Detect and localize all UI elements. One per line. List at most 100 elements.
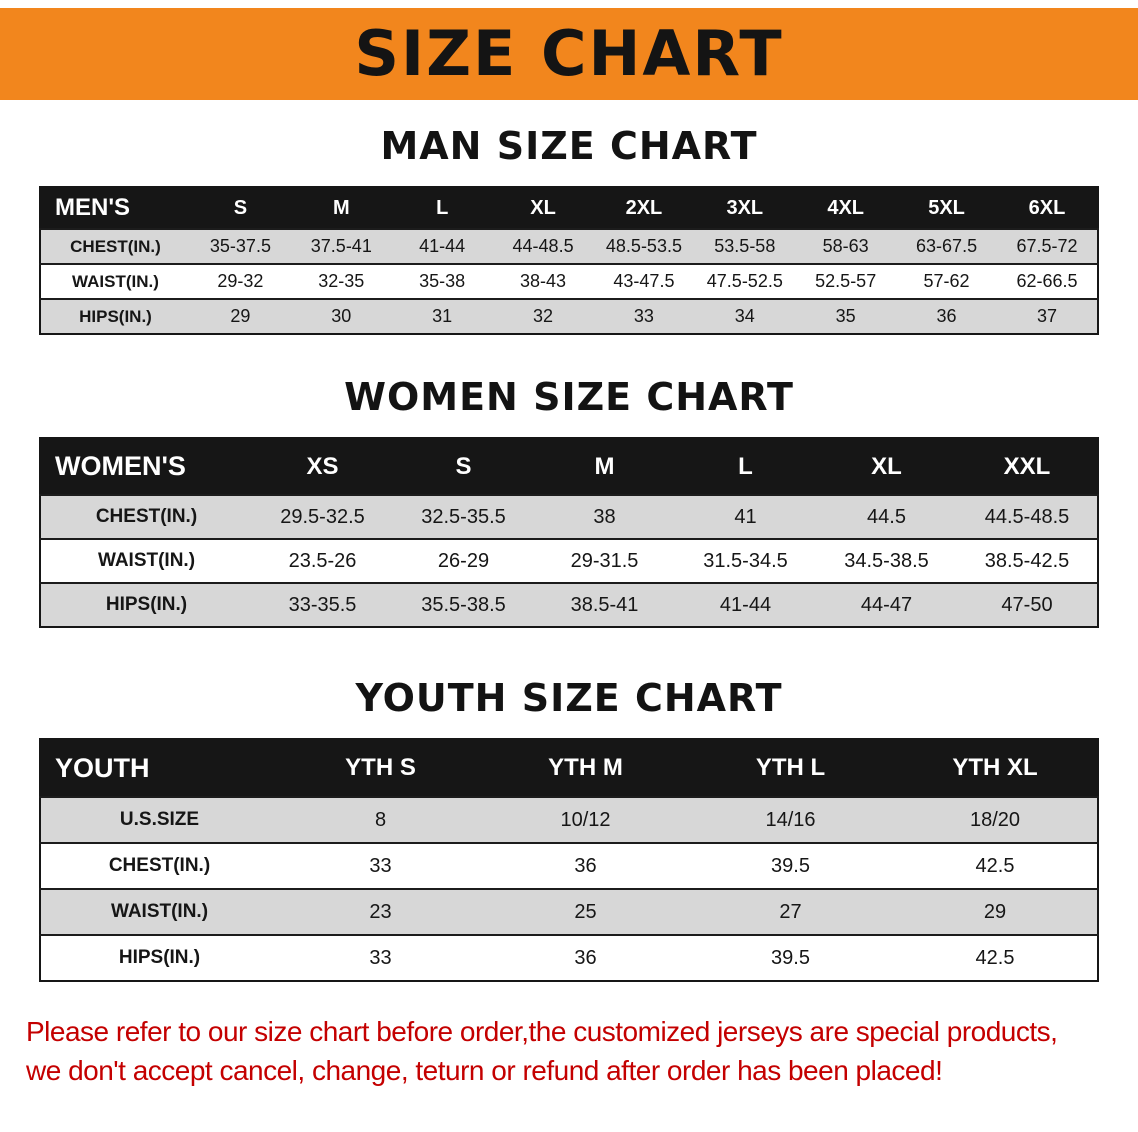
size-column-header: YTH S — [278, 739, 483, 797]
youth-table-row: WAIST(IN.) 23 25 27 29 — [40, 889, 1098, 935]
size-value-cell: 30 — [331, 306, 352, 326]
banner: SIZE CHART — [0, 8, 1138, 100]
size-column-header: 5XL — [896, 187, 997, 229]
disclaimer: Please refer to our size chart before or… — [0, 1012, 1138, 1090]
size-value-cell: 47.5-52.5 — [706, 271, 783, 291]
women-table-row: CHEST(IN.) 29.5-32.5 32.5-35.5 38 41 44.5 44.5… — [40, 495, 1098, 539]
size-column-header: 6XL — [997, 187, 1098, 229]
size-value-cell: 26-29 — [437, 549, 490, 572]
women-table-row: HIPS(IN.) 33-35.5 35.5-38.5 38.5-41 41-44 44-… — [40, 583, 1098, 627]
size-column-header: M — [534, 438, 675, 495]
size-value-cell: 44-47 — [860, 593, 913, 616]
size-value-cell: 52.5-57 — [815, 271, 877, 291]
size-column-header: S — [393, 438, 534, 495]
row-label: HIPS(IN.) — [79, 306, 152, 326]
size-value-cell: 34 — [734, 306, 755, 326]
size-value-cell: 43-47.5 — [613, 271, 675, 291]
youth-table-row: U.S.SIZE 8 10/12 14/16 18/20 — [40, 797, 1098, 843]
size-value-cell: 38.5-42.5 — [984, 549, 1070, 572]
size-value-cell: 29-32 — [217, 271, 264, 291]
size-value-cell: 23.5-26 — [288, 549, 357, 572]
size-value-cell: 23 — [369, 900, 392, 923]
row-label: CHEST(IN.) — [70, 236, 161, 256]
disclaimer-line1: Please refer to our size chart before or… — [26, 1016, 1058, 1047]
row-label: CHEST(IN.) — [95, 506, 198, 527]
size-value-cell: 8 — [374, 808, 387, 831]
men-heading: MAN SIZE CHART — [380, 124, 758, 168]
size-value-cell: 35.5-38.5 — [421, 593, 506, 616]
size-column-header: XL — [816, 438, 957, 495]
size-value-cell: 34.5-38.5 — [844, 549, 929, 572]
size-column-header: L — [675, 438, 816, 495]
women-section: WOMEN SIZE CHART WOMEN'S XS S M L XL XXL CHEST(I… — [0, 375, 1138, 628]
size-value-cell: 10/12 — [560, 808, 611, 831]
size-value-cell: 36 — [936, 306, 957, 326]
size-value-cell: 37.5-41 — [310, 236, 372, 256]
size-value-cell: 31.5-34.5 — [703, 549, 788, 572]
size-value-cell: 58-63 — [822, 236, 869, 256]
size-value-cell: 39.5 — [771, 946, 810, 969]
size-value-cell: 37 — [1036, 306, 1058, 326]
size-value-cell: 44.5 — [867, 505, 906, 528]
disclaimer-line2: we don't accept cancel, change, teturn o… — [26, 1055, 943, 1086]
youth-header-row: YOUTH YTH S YTH M YTH L YTH XL — [40, 739, 1098, 797]
women-size-table: WOMEN'S XS S M L XL XXL CHEST(IN.) 29.5-32.5 32.5… — [39, 437, 1099, 628]
size-value-cell: 39.5 — [771, 854, 810, 877]
size-value-cell: 41-44 — [719, 593, 772, 616]
size-column-header: M — [290, 187, 392, 229]
row-label: WAIST(IN.) — [97, 550, 196, 571]
size-value-cell: 36 — [574, 854, 597, 877]
women-table-row: WAIST(IN.) 23.5-26 26-29 29-31.5 31.5-34.5 34… — [40, 539, 1098, 583]
men-size-table: MEN'S S M L XL 2XL 3XL 4XL 5XL 6XL CHEST(IN.) 35-37… — [39, 186, 1099, 335]
youth-table-row: HIPS(IN.) 33 36 39.5 42.5 — [40, 935, 1098, 981]
men-table-row: HIPS(IN.) 29 30 31 32 33 34 35 36 37 — [40, 299, 1098, 334]
size-value-cell: 35-37.5 — [209, 236, 271, 256]
banner-title: SIZE CHART — [354, 17, 784, 90]
size-value-cell: 42.5 — [975, 854, 1015, 877]
size-value-cell: 57-62 — [923, 271, 970, 291]
youth-heading: YOUTH SIZE CHART — [355, 676, 783, 720]
size-value-cell: 29-31.5 — [570, 549, 639, 572]
youth-table-title: YOUTH — [40, 739, 278, 797]
size-value-cell: 33 — [369, 854, 392, 877]
size-value-cell: 29.5-32.5 — [280, 505, 365, 528]
size-value-cell: 62-66.5 — [1016, 271, 1078, 291]
size-column-header: XS — [252, 438, 393, 495]
men-table-row: CHEST(IN.) 35-37.5 37.5-41 41-44 44-48.5 48.5… — [40, 229, 1098, 264]
size-value-cell: 42.5 — [975, 946, 1015, 969]
size-column-header: YTH L — [688, 739, 893, 797]
row-label: HIPS(IN.) — [105, 594, 188, 615]
men-section: MAN SIZE CHART MEN'S S M L XL 2XL 3XL 4XL 5XL 6XL C… — [0, 124, 1138, 335]
size-column-header: YTH M — [483, 739, 688, 797]
size-column-header: YTH XL — [893, 739, 1098, 797]
youth-size-table: YOUTH YTH S YTH M YTH L YTH XL U.S.SIZE 8 10/12… — [39, 738, 1099, 982]
row-label: WAIST(IN.) — [72, 271, 159, 291]
youth-table-row: CHEST(IN.) 33 36 39.5 42.5 — [40, 843, 1098, 889]
size-value-cell: 48.5-53.5 — [605, 236, 682, 256]
size-value-cell: 27 — [779, 900, 802, 923]
women-header-row: WOMEN'S XS S M L XL XXL — [40, 438, 1098, 495]
women-table-title: WOMEN'S — [40, 438, 252, 495]
size-value-cell: 63-67.5 — [916, 236, 978, 256]
size-value-cell: 14/16 — [765, 808, 816, 831]
men-table-row: WAIST(IN.) 29-32 32-35 35-38 38-43 43-47.5 47.… — [40, 264, 1098, 299]
size-value-cell: 44.5-48.5 — [984, 505, 1070, 528]
size-value-cell: 32 — [533, 306, 554, 326]
size-value-cell: 35-38 — [419, 271, 466, 291]
women-heading: WOMEN SIZE CHART — [344, 375, 794, 419]
youth-section: YOUTH SIZE CHART YOUTH YTH S YTH M YTH L YTH … — [0, 676, 1138, 982]
size-value-cell: 41-44 — [419, 236, 466, 256]
size-chart-sections: MAN SIZE CHART MEN'S S M L XL 2XL 3XL 4XL 5XL 6XL C… — [0, 124, 1138, 982]
size-value-cell: 25 — [574, 900, 597, 923]
row-label: U.S.SIZE — [119, 809, 200, 830]
size-value-cell: 47-50 — [1001, 593, 1053, 616]
size-value-cell: 67.5-72 — [1016, 236, 1078, 256]
size-value-cell: 38.5-41 — [570, 593, 639, 616]
size-value-cell: 38-43 — [520, 271, 567, 291]
size-value-cell: 36 — [574, 946, 597, 969]
men-header-row: MEN'S S M L XL 2XL 3XL 4XL 5XL 6XL — [40, 187, 1098, 229]
size-value-cell: 18/20 — [969, 808, 1021, 831]
size-value-cell: 29 — [230, 306, 251, 326]
men-table-title: MEN'S — [40, 187, 190, 229]
